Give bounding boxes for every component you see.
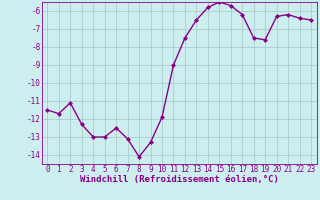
X-axis label: Windchill (Refroidissement éolien,°C): Windchill (Refroidissement éolien,°C): [80, 175, 279, 184]
